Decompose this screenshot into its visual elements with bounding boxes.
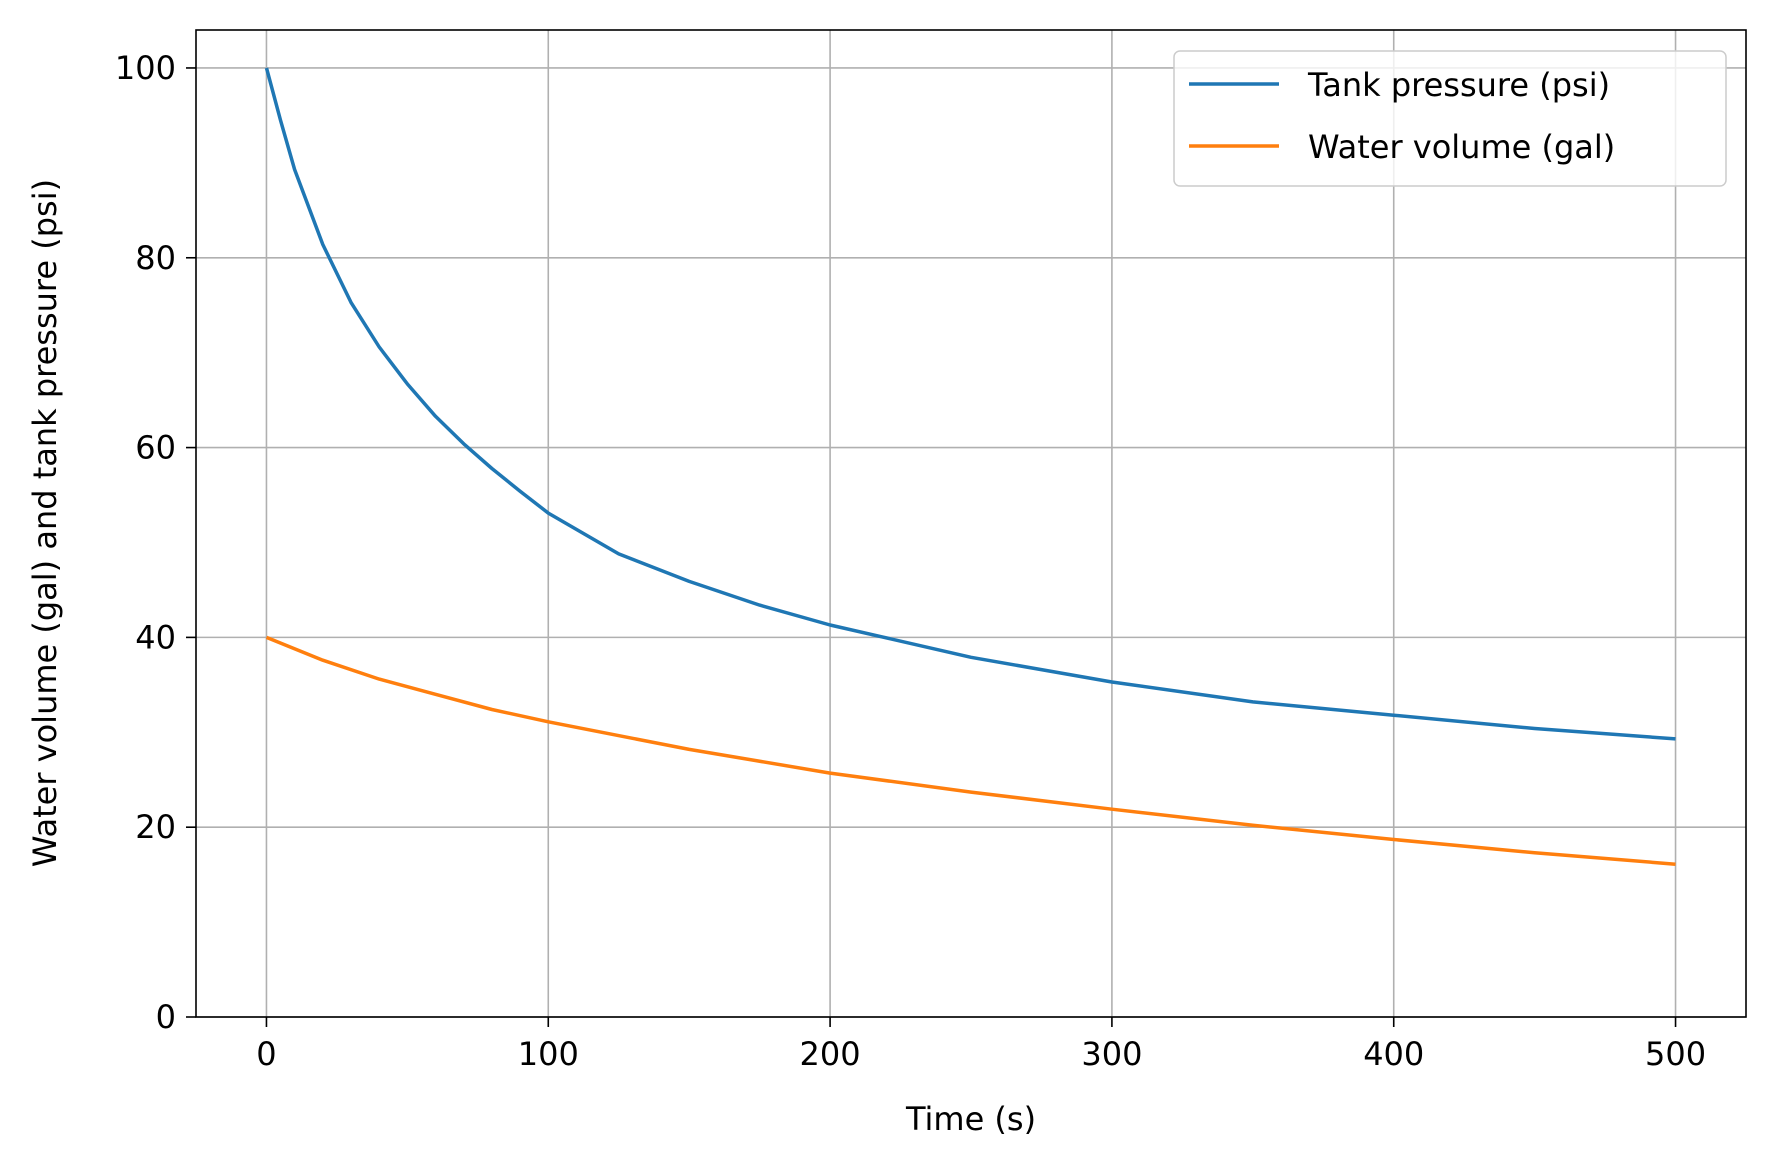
x-tick-label: 300 [1081, 1035, 1142, 1073]
x-tick-label: 400 [1363, 1035, 1424, 1073]
plot-lines [264, 67, 1676, 866]
legend-label-water-volume: Water volume (gal) [1308, 128, 1615, 166]
x-tick-label: 500 [1645, 1035, 1706, 1073]
series-line-tank-pressure [264, 67, 1676, 741]
legend-box [1173, 50, 1727, 187]
x-tick-label: 200 [800, 1035, 861, 1073]
legend: Tank pressure (psi) Water volume (gal) [1173, 50, 1727, 187]
x-ticks: 0 100 200 300 400 500 [256, 1017, 1706, 1073]
y-ticks: 0 20 40 60 80 100 [115, 49, 196, 1036]
plot-frame [195, 29, 1747, 1018]
y-tick-label: 60 [135, 429, 176, 467]
series-line-water-volume [265, 635, 1676, 866]
x-tick-label: 0 [256, 1035, 276, 1073]
x-tick-label: 100 [518, 1035, 579, 1073]
y-tick-label: 80 [135, 239, 176, 277]
y-tick-label: 100 [115, 49, 176, 87]
y-tick-label: 40 [135, 618, 176, 656]
x-axis-label: Time (s) [905, 1100, 1036, 1138]
y-axis-label: Water volume (gal) and tank pressure (ps… [26, 179, 64, 867]
legend-label-tank-pressure: Tank pressure (psi) [1307, 66, 1610, 104]
y-tick-label: 20 [135, 808, 176, 846]
y-tick-label: 0 [156, 998, 176, 1036]
